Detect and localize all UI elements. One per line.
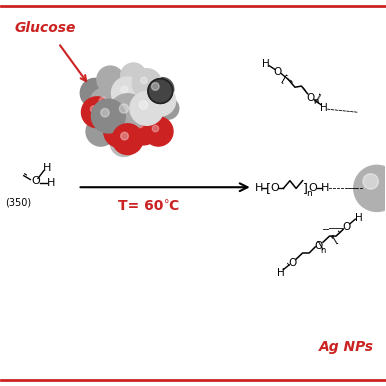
Circle shape xyxy=(81,97,112,128)
Text: H: H xyxy=(320,103,328,113)
Circle shape xyxy=(129,106,135,113)
Text: H: H xyxy=(43,163,51,173)
Text: O: O xyxy=(270,183,279,193)
Circle shape xyxy=(113,125,120,132)
Circle shape xyxy=(121,132,129,140)
Circle shape xyxy=(126,110,160,145)
Circle shape xyxy=(145,85,176,116)
Text: H: H xyxy=(255,183,263,193)
Circle shape xyxy=(121,63,146,88)
Circle shape xyxy=(157,98,179,119)
Circle shape xyxy=(363,174,378,189)
Text: Glucose: Glucose xyxy=(14,20,76,35)
Text: Ag NPs: Ag NPs xyxy=(319,340,374,354)
Circle shape xyxy=(89,87,124,122)
Circle shape xyxy=(136,120,143,128)
Text: O: O xyxy=(315,241,323,251)
Text: ]: ] xyxy=(315,240,323,250)
Text: ]: ] xyxy=(313,93,322,103)
Text: T= 60: T= 60 xyxy=(119,200,164,213)
Circle shape xyxy=(86,117,115,146)
Circle shape xyxy=(109,94,146,131)
Text: [: [ xyxy=(330,233,339,244)
Text: n: n xyxy=(313,97,318,107)
Circle shape xyxy=(141,77,147,84)
Circle shape xyxy=(101,108,109,117)
Circle shape xyxy=(354,165,386,212)
Circle shape xyxy=(120,97,151,128)
Circle shape xyxy=(151,78,174,101)
Circle shape xyxy=(152,125,159,132)
Text: ]: ] xyxy=(303,182,308,195)
Text: O: O xyxy=(288,258,296,268)
Circle shape xyxy=(148,79,173,103)
Text: O: O xyxy=(274,67,282,77)
Circle shape xyxy=(132,69,161,98)
Text: H: H xyxy=(321,183,330,193)
Circle shape xyxy=(104,115,136,147)
Text: C: C xyxy=(168,200,178,213)
Circle shape xyxy=(151,83,159,90)
Text: n: n xyxy=(306,189,312,198)
Circle shape xyxy=(154,94,161,101)
Circle shape xyxy=(91,99,125,133)
Circle shape xyxy=(112,77,144,109)
Circle shape xyxy=(112,124,143,154)
Text: [: [ xyxy=(280,73,289,84)
Circle shape xyxy=(130,91,164,125)
Text: n: n xyxy=(320,246,326,255)
Text: H: H xyxy=(354,213,362,223)
Text: O: O xyxy=(31,176,40,186)
Circle shape xyxy=(110,130,137,156)
Circle shape xyxy=(144,117,173,146)
Circle shape xyxy=(119,104,129,113)
Circle shape xyxy=(121,86,128,93)
Circle shape xyxy=(139,101,148,109)
Circle shape xyxy=(90,106,97,113)
Circle shape xyxy=(97,66,124,93)
Circle shape xyxy=(80,78,110,108)
Circle shape xyxy=(99,97,107,105)
Text: °: ° xyxy=(164,199,169,209)
Text: H: H xyxy=(46,178,55,188)
Text: (350): (350) xyxy=(5,198,31,208)
Text: O: O xyxy=(343,222,351,232)
Text: H: H xyxy=(262,59,270,69)
Text: O: O xyxy=(309,183,317,193)
Text: O: O xyxy=(306,93,315,103)
Text: [: [ xyxy=(266,182,271,195)
Text: H: H xyxy=(277,267,284,278)
